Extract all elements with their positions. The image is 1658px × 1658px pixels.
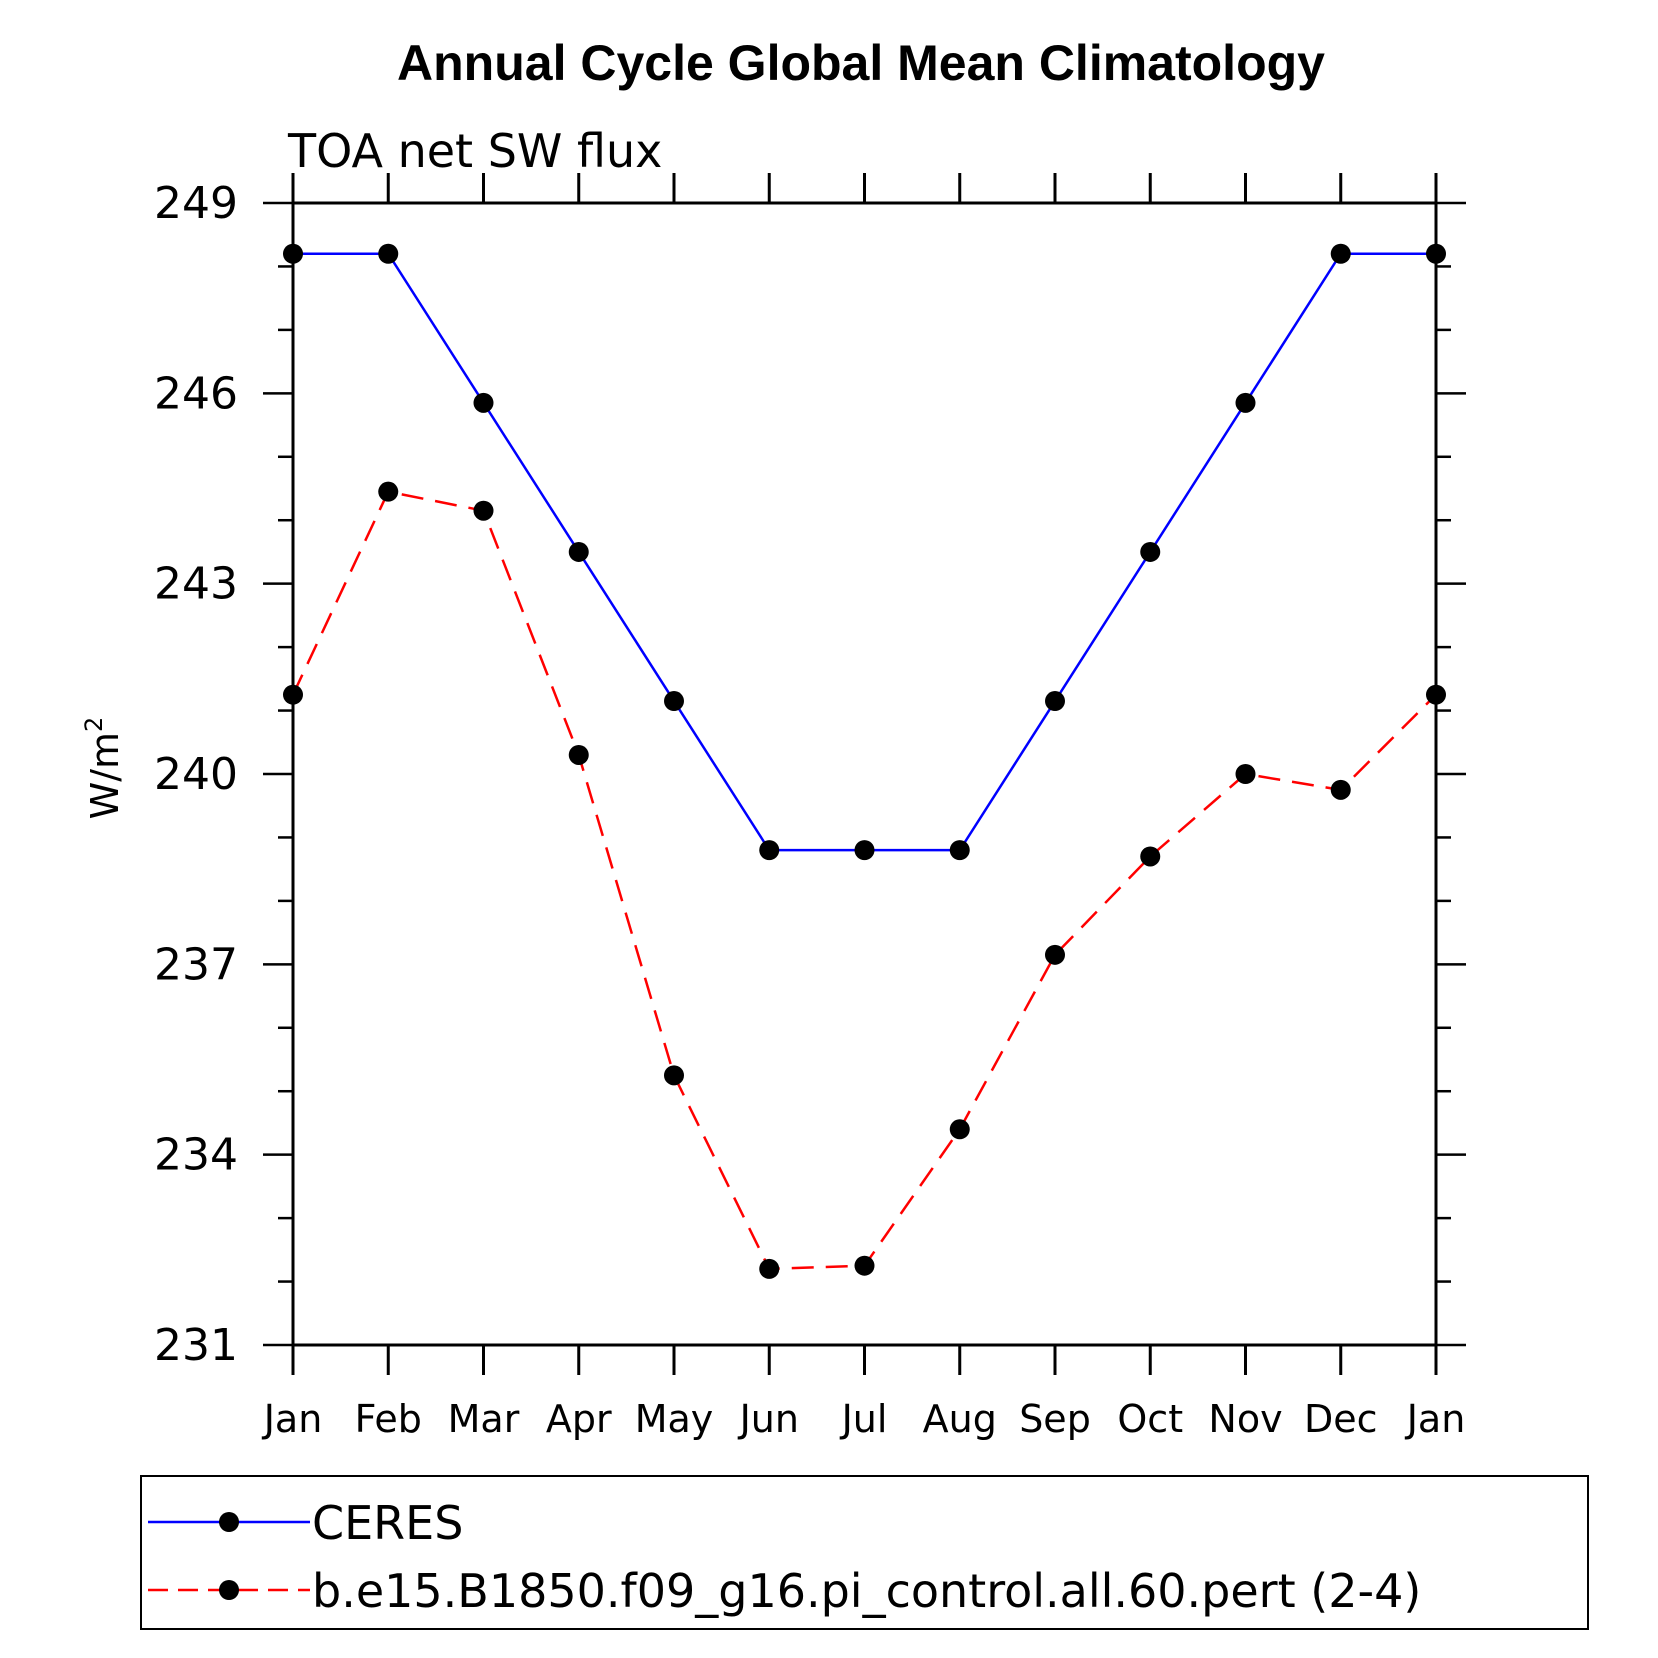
axis-ticks	[263, 173, 1466, 1375]
x-tick-label: Aug	[923, 1397, 997, 1441]
legend-label-1: CERES	[312, 1496, 463, 1550]
data-point	[854, 840, 875, 861]
series-lines	[291, 252, 1437, 1271]
x-tick-label: Jan	[1405, 1397, 1466, 1441]
data-point	[949, 1119, 970, 1140]
x-tick-label: Nov	[1208, 1397, 1282, 1441]
legend-items: CERES b.e15.B1850.f09_g16.pi_control.all.…	[148, 1496, 1421, 1618]
x-tick-label: Sep	[1019, 1397, 1091, 1441]
data-point	[949, 840, 970, 861]
y-axis-label-text: W/m	[83, 732, 127, 819]
data-point	[1330, 779, 1351, 800]
x-tick-label: Jan	[262, 1397, 323, 1441]
y-tick-label: 246	[154, 368, 238, 419]
x-tick-label: Dec	[1304, 1397, 1378, 1441]
x-tick-label: Jun	[738, 1397, 799, 1441]
legend: CERES b.e15.B1850.f09_g16.pi_control.all.…	[140, 1475, 1589, 1630]
x-tick-label: Feb	[355, 1397, 422, 1441]
data-point	[664, 691, 684, 712]
data-point	[473, 500, 494, 521]
x-tick-labels: Jan Feb Mar Apr May Jun Jul Aug Sep Oct Nov Dec Jan	[262, 1397, 1466, 1441]
data-point	[664, 1065, 684, 1086]
y-tick-label: 234	[154, 1130, 238, 1181]
x-tick-label: Apr	[546, 1397, 612, 1441]
data-point	[1045, 691, 1065, 712]
series-line-2	[291, 490, 1437, 1271]
y-tick-label: 231	[154, 1320, 238, 1371]
data-point	[759, 840, 780, 861]
series-points	[283, 243, 1446, 1279]
x-tick-label: May	[635, 1397, 714, 1441]
data-point	[759, 1258, 780, 1279]
y-tick-label: 249	[154, 178, 238, 229]
legend-box	[140, 1475, 1589, 1630]
legend-marker-1	[219, 1512, 239, 1532]
y-tick-label: 243	[154, 559, 238, 610]
legend-label-2: b.e15.B1850.f09_g16.pi_control.all.60.pe…	[312, 1564, 1421, 1618]
y-tick-label: 240	[154, 749, 238, 800]
y-axis-label: W/m2	[80, 717, 127, 820]
data-point	[1045, 944, 1065, 965]
legend-marker-2	[219, 1580, 239, 1600]
chart-subtitle: TOA net SW flux	[287, 124, 662, 178]
chart-title: Annual Cycle Global Mean Climatology	[397, 35, 1325, 91]
data-point	[1330, 243, 1351, 264]
svg-text:W/m2: W/m2	[80, 717, 127, 820]
y-tick-labels: 249 246 243 240 237 234 231	[154, 178, 238, 1371]
data-point	[378, 481, 399, 502]
plot-frame	[291, 201, 1438, 1347]
x-tick-label: Jul	[840, 1397, 888, 1441]
data-point	[1140, 541, 1161, 562]
data-point	[1235, 392, 1256, 413]
y-axis-label-superscript: 2	[80, 717, 108, 732]
x-tick-label: Mar	[448, 1397, 520, 1441]
data-point	[568, 541, 589, 562]
series-line-1	[293, 252, 1436, 852]
y-tick-label: 237	[154, 939, 238, 990]
data-point	[854, 1255, 875, 1276]
data-point	[568, 744, 589, 765]
data-point	[378, 243, 399, 264]
data-point	[1140, 846, 1161, 867]
data-point	[473, 392, 494, 413]
data-point	[1235, 764, 1256, 784]
x-tick-label: Oct	[1117, 1397, 1183, 1441]
